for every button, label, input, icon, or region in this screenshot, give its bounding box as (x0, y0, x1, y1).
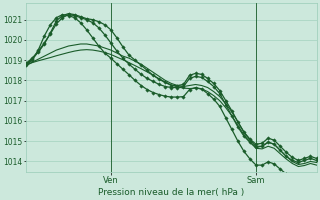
X-axis label: Pression niveau de la mer( hPa ): Pression niveau de la mer( hPa ) (98, 188, 244, 197)
